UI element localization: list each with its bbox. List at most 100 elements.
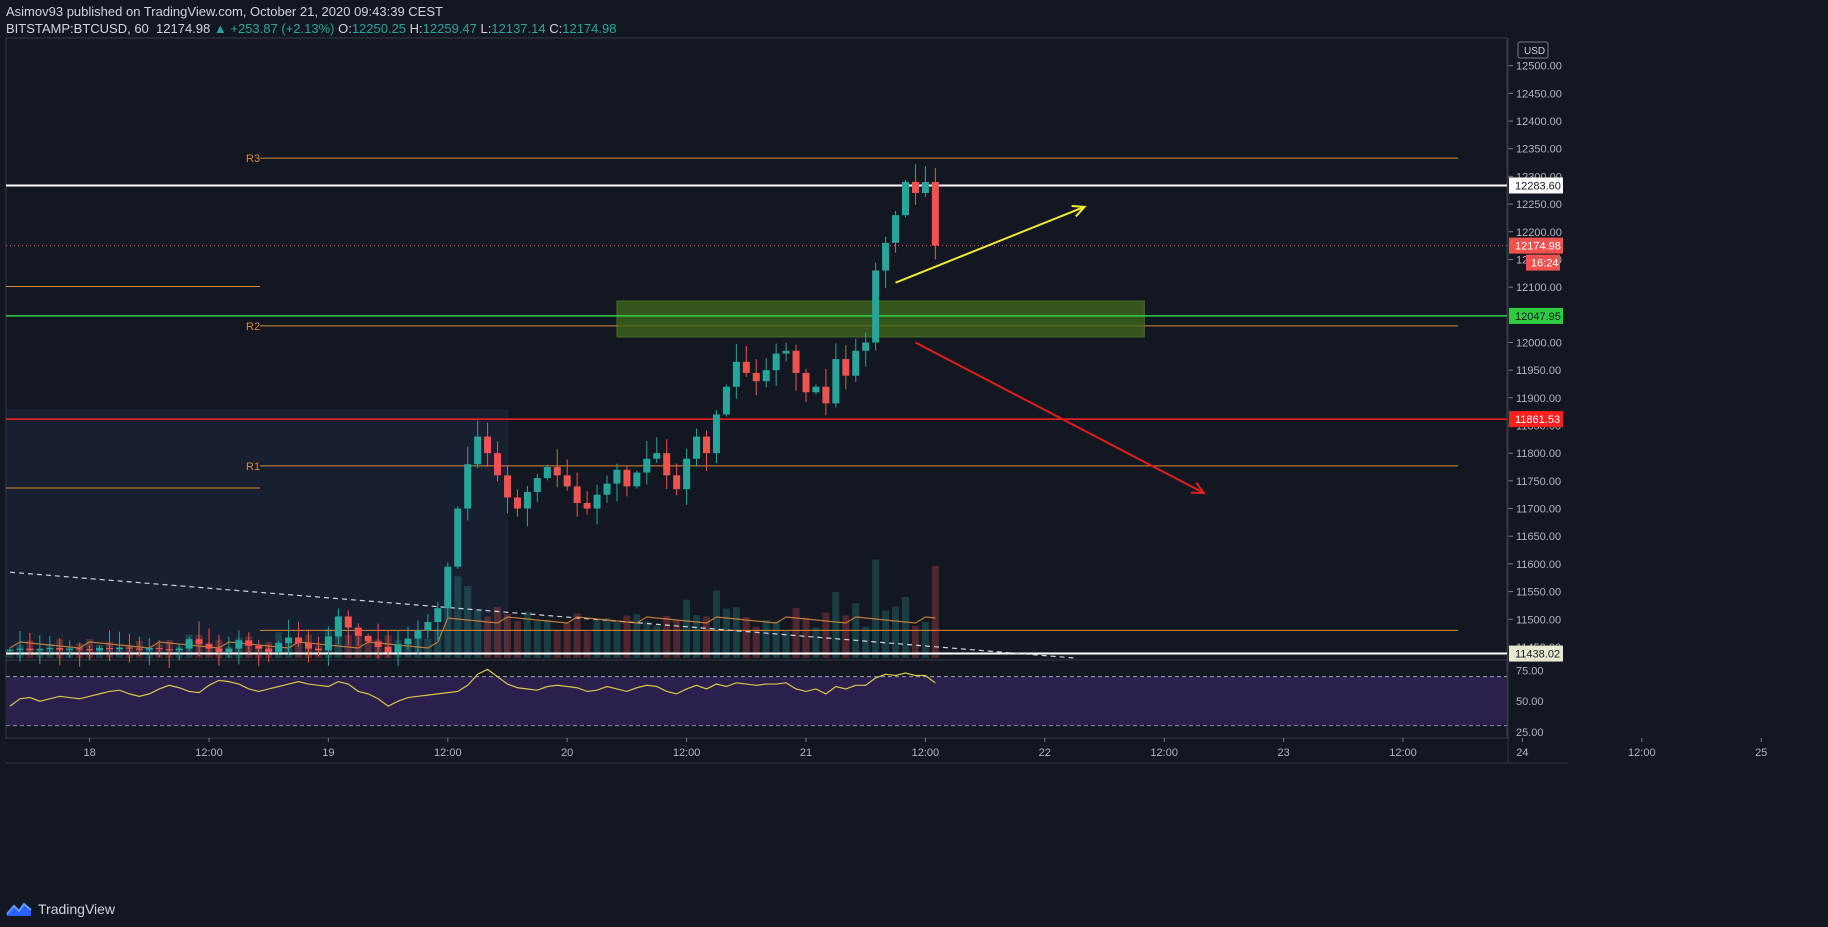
x-tick-label: 12:00 xyxy=(912,747,940,759)
candle-body xyxy=(185,639,193,649)
candle-body xyxy=(752,372,760,382)
volume-bar xyxy=(364,643,372,658)
candle-body xyxy=(563,475,571,487)
candle-body xyxy=(812,386,820,393)
candle-body xyxy=(523,491,531,509)
price-level-badge-white xyxy=(1509,645,1563,662)
candle-body xyxy=(225,648,233,652)
candle-body xyxy=(683,458,691,490)
candle-body xyxy=(215,648,223,652)
last-price: 12174.98 xyxy=(156,21,211,36)
x-tick-label: 20 xyxy=(561,747,573,759)
volume-bar xyxy=(752,626,760,658)
volume-bar xyxy=(434,629,442,658)
price-level-badge-white xyxy=(1509,177,1563,194)
volume-bar xyxy=(892,606,900,658)
candle-body xyxy=(802,372,810,393)
candle-body xyxy=(66,648,74,650)
y-tick-label: 12000.00 xyxy=(1516,337,1562,349)
volume-bar xyxy=(931,565,939,658)
candle-body xyxy=(882,242,890,271)
x-tick-label: 12:00 xyxy=(1628,747,1656,759)
candle-body xyxy=(623,469,631,487)
pivot-label-r1: R1 xyxy=(246,461,260,473)
footer: TradingView xyxy=(6,898,115,920)
volume-bar xyxy=(872,559,880,658)
rsi-tick-label: 50.00 xyxy=(1516,696,1544,708)
volume-bar xyxy=(593,619,601,658)
volume-bar xyxy=(782,631,790,658)
volume-bar xyxy=(533,621,541,658)
price-level-badge-red xyxy=(1509,411,1563,428)
candle-body xyxy=(324,636,332,651)
candle-body xyxy=(902,181,909,216)
candle-body xyxy=(832,359,840,404)
candle-body xyxy=(394,644,402,653)
open-label: O: xyxy=(338,21,352,36)
candle-body xyxy=(504,475,511,498)
volume-bar xyxy=(454,576,462,658)
candle-body xyxy=(46,648,54,650)
x-tick-label: 18 xyxy=(83,747,95,759)
price-level-badge-green xyxy=(1509,307,1563,324)
volume-bar xyxy=(812,627,820,658)
candle-body xyxy=(305,643,312,649)
candle-body xyxy=(792,350,800,373)
volume-bar xyxy=(354,633,362,658)
low-label: L: xyxy=(480,21,492,36)
rsi-tick-label: 25.00 xyxy=(1516,727,1544,739)
candle-body xyxy=(613,469,621,484)
y-tick-label: 11650.00 xyxy=(1516,531,1561,543)
footer-brand[interactable]: TradingView xyxy=(38,901,116,917)
candle-body xyxy=(872,270,880,343)
y-tick-label: 12350.00 xyxy=(1516,144,1562,156)
price-chart[interactable]: R3 R2 R1 12500.00 12450.00 12400.00 12350.00 12… xyxy=(0,0,1828,900)
x-tick-label: 24 xyxy=(1516,747,1528,759)
candle-body xyxy=(454,508,462,567)
candle-body xyxy=(295,637,303,644)
price-level-badge-last xyxy=(1509,237,1563,254)
pivot-label-r2: R2 xyxy=(246,321,260,333)
candle-body xyxy=(484,436,492,454)
countdown-badge xyxy=(1526,254,1560,271)
y-tick-label: 12200.00 xyxy=(1516,227,1562,239)
candle-body xyxy=(862,342,870,351)
y-tick-label: 11750.00 xyxy=(1516,476,1561,488)
candle-body xyxy=(115,647,123,650)
candle-body xyxy=(464,464,472,509)
candle-body xyxy=(6,649,14,651)
rsi-tick-label: 75.00 xyxy=(1516,666,1544,678)
tradingview-logo-icon[interactable] xyxy=(6,900,32,918)
volume-bar xyxy=(703,616,710,658)
candle-body xyxy=(911,181,919,193)
y-tick-label: 12400.00 xyxy=(1516,116,1562,128)
volume-bar xyxy=(444,596,452,658)
candle-body xyxy=(842,359,850,376)
volume-bar xyxy=(583,631,591,658)
candle-body xyxy=(822,386,830,404)
candle-body xyxy=(722,386,730,415)
price-level-badge-label: 12174.98 xyxy=(1515,241,1561,253)
volume-bar xyxy=(474,609,482,658)
candle-body xyxy=(772,353,780,371)
candle-body xyxy=(703,436,710,454)
support-zone xyxy=(616,300,1145,338)
candle-body xyxy=(16,648,24,650)
candle-body xyxy=(712,414,720,454)
volume-bar xyxy=(633,614,641,658)
candle-body xyxy=(742,361,750,373)
symbol-name[interactable]: BITSTAMP:BTCUSD, 60 xyxy=(6,21,149,36)
price-level-badge-label: 12283.60 xyxy=(1515,180,1561,192)
x-tick-label: 21 xyxy=(800,747,812,759)
x-tick-label: 25 xyxy=(1755,747,1767,759)
price-level-badge-label: 12047.95 xyxy=(1515,311,1561,323)
volume-bar xyxy=(513,621,521,658)
candle-body xyxy=(76,648,84,650)
x-tick-label: 12:00 xyxy=(1150,747,1178,759)
volume-bar xyxy=(484,616,492,658)
y-tick-label: 12100.00 xyxy=(1516,282,1562,294)
candle-body xyxy=(364,635,372,642)
candle-body xyxy=(921,181,929,193)
volume-bar xyxy=(504,614,511,658)
y-tick-label: 12250.00 xyxy=(1516,199,1562,211)
